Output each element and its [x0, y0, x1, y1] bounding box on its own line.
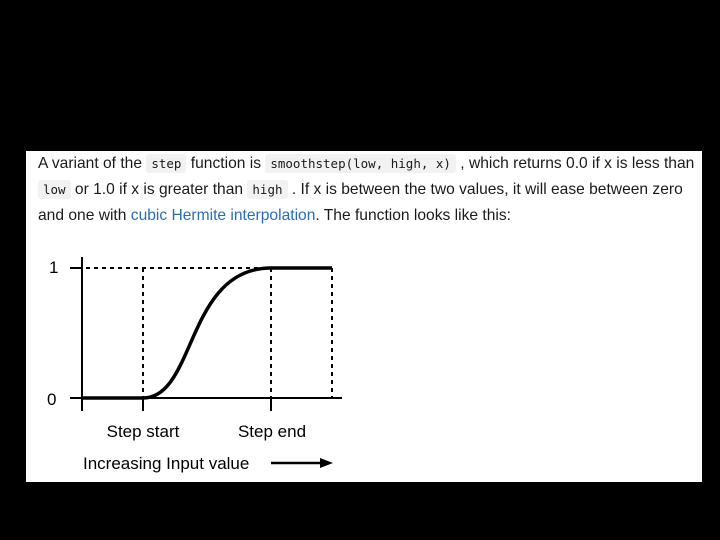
smoothstep-curve: [82, 266, 332, 400]
step-end-label: Step end: [238, 422, 306, 441]
description-paragraph: A variant of the step function is smooth…: [38, 151, 698, 229]
smoothstep-diagram: 1 0 Step start Step end Increasing Input…: [47, 257, 342, 473]
step-start-label: Step start: [107, 422, 180, 441]
hermite-interpolation-link[interactable]: cubic Hermite interpolation: [130, 207, 316, 224]
text-segment: function is: [186, 155, 266, 172]
inline-code-high: high: [247, 180, 288, 199]
inline-code-smoothstep: smoothstep(low, high, x): [265, 154, 456, 173]
content-panel: A variant of the step function is smooth…: [26, 151, 702, 482]
y-tick-label-1: 1: [49, 258, 58, 277]
text-segment: or 1.0 if x is greater than: [70, 181, 248, 198]
text-segment: A variant of the: [38, 155, 147, 172]
arrow-right-icon: [320, 458, 333, 468]
inline-code-low: low: [38, 180, 71, 199]
axis-caption: Increasing Input value: [83, 454, 249, 473]
inline-code-step: step: [146, 154, 187, 173]
text-segment: . If x is between the two values, it wil…: [38, 181, 683, 224]
text-segment: , which returns 0.0 if x is less than: [455, 155, 695, 172]
text-segment: . The function looks like this:: [315, 207, 511, 224]
y-tick-label-0: 0: [47, 390, 56, 409]
